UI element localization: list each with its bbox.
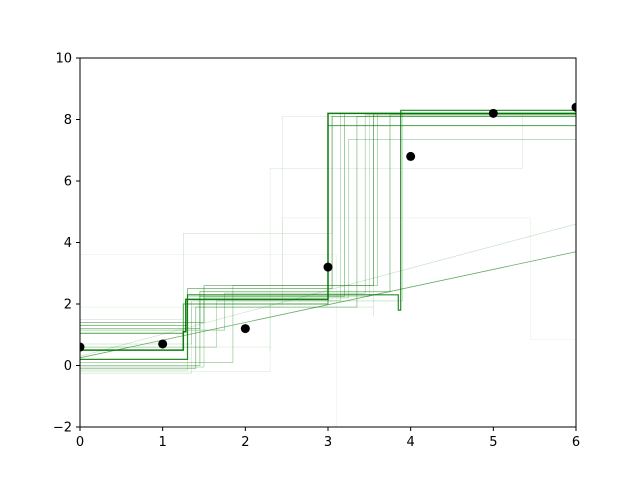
step-function-line <box>80 113 576 323</box>
y-axis-ticks: −2 0 2 4 6 8 10 <box>53 52 80 436</box>
step-function-line <box>80 113 576 348</box>
x-tick-label: 0 <box>76 435 84 450</box>
y-tick-label: 2 <box>64 298 72 313</box>
step-function-line <box>80 254 337 427</box>
step-function-line <box>80 109 576 360</box>
x-tick-label: 1 <box>159 435 167 450</box>
data-point <box>80 342 85 352</box>
step-function-line <box>80 116 576 369</box>
x-tick-label: 4 <box>407 435 415 450</box>
x-tick-label: 5 <box>489 435 497 450</box>
data-point <box>488 108 498 118</box>
y-tick-label: 4 <box>64 236 72 251</box>
x-axis-ticks: 0 1 2 3 4 5 6 <box>76 427 580 450</box>
step-function-line <box>80 116 576 372</box>
x-tick-label: 3 <box>324 435 332 450</box>
step-function-line <box>80 125 576 334</box>
step-function-line <box>80 113 576 363</box>
step-function-line <box>80 110 576 345</box>
data-point <box>158 339 168 349</box>
step-functions <box>80 109 576 427</box>
step-function-line <box>80 114 576 374</box>
data-point <box>571 102 576 112</box>
step-function-line <box>80 217 576 340</box>
step-function-line <box>80 139 576 368</box>
y-tick-label: −2 <box>53 421 72 436</box>
step-function-line <box>80 114 576 329</box>
y-tick-label: 8 <box>64 113 72 128</box>
trend-line <box>80 223 576 357</box>
step-function-line <box>80 116 576 326</box>
data-point <box>240 324 250 334</box>
step-function-line <box>80 114 576 331</box>
data-point <box>406 151 416 161</box>
step-function-line <box>80 113 576 366</box>
plot-area <box>80 102 576 427</box>
step-function-line <box>80 113 576 351</box>
x-tick-label: 2 <box>241 435 249 450</box>
y-tick-label: 10 <box>55 52 72 67</box>
y-tick-label: 6 <box>64 175 72 190</box>
y-tick-label: 0 <box>64 359 72 374</box>
data-point <box>323 262 333 272</box>
data-points <box>80 102 576 352</box>
step-function-line <box>80 113 576 320</box>
x-tick-label: 6 <box>572 435 580 450</box>
